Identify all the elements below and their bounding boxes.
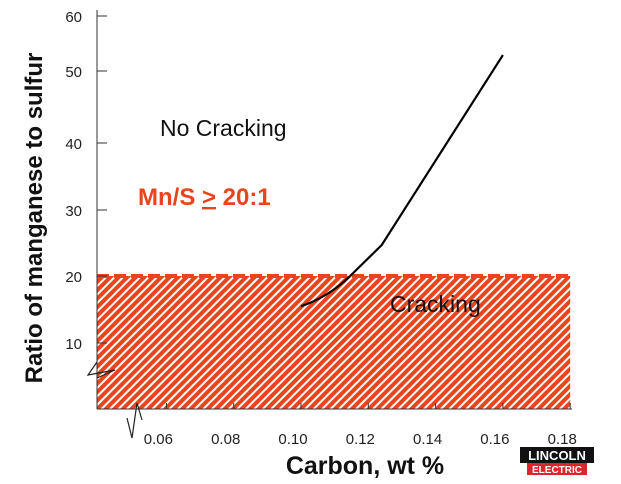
y-tick-label: 30 <box>65 203 82 220</box>
x-axis-label: Carbon, wt % <box>286 452 444 480</box>
svg-text:LINCOLN: LINCOLN <box>528 448 586 463</box>
label-mn-s-rule: Mn/S > 20:1 <box>138 184 271 211</box>
x-tick-label: 0.16 <box>480 431 509 448</box>
x-tick-label: 0.10 <box>278 431 307 448</box>
y-axis-label: Ratio of manganese to sulfur <box>21 53 48 384</box>
x-tick-label: 0.06 <box>144 431 173 448</box>
y-tick-label: 40 <box>65 136 82 153</box>
y-tick-label: 10 <box>65 336 82 353</box>
cracking-region <box>97 276 571 409</box>
lincoln-electric-logo: LINCOLN ELECTRIC <box>520 447 594 476</box>
x-tick-label: 0.12 <box>346 431 375 448</box>
x-tick-label: 0.08 <box>211 431 240 448</box>
x-tick-label: 0.18 <box>548 431 577 448</box>
axis-break-y <box>86 361 116 379</box>
x-tick-label: 0.14 <box>413 431 442 448</box>
y-tick-label: 60 <box>65 9 82 26</box>
cracking-boundary-line <box>300 54 504 308</box>
label-cracking: Cracking <box>390 291 481 317</box>
axis-break-x <box>126 402 143 439</box>
y-tick-label: 20 <box>65 269 82 286</box>
y-tick-label: 50 <box>65 64 82 81</box>
label-no-cracking: No Cracking <box>160 115 287 141</box>
svg-text:ELECTRIC: ELECTRIC <box>532 465 582 476</box>
